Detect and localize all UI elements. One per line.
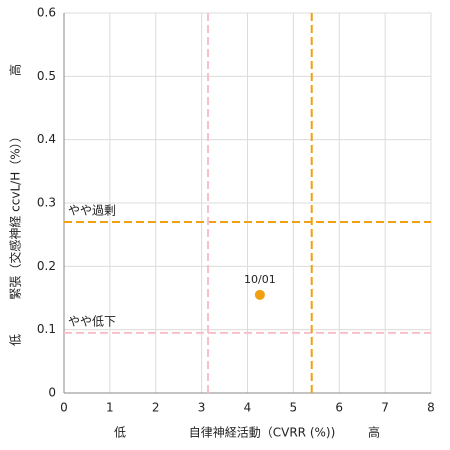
point bbox=[254, 289, 265, 300]
y-tick-label: 0.2 bbox=[37, 259, 56, 273]
point-label: 10/01 bbox=[244, 273, 276, 286]
reference-label: やや低下 bbox=[68, 314, 116, 328]
x-tick-label: 7 bbox=[381, 401, 389, 415]
y-axis-low-label: 低 bbox=[9, 334, 23, 346]
x-tick-label: 6 bbox=[335, 401, 343, 415]
x-axis-low-label: 低 bbox=[114, 426, 126, 440]
x-tick-label: 2 bbox=[152, 401, 160, 415]
y-tick-label: 0.4 bbox=[37, 132, 56, 146]
y-axis-high-label: 高 bbox=[8, 64, 23, 76]
x-axis-title: 自律神経活動（CVRR (%)) bbox=[189, 426, 336, 440]
x-tick-label: 1 bbox=[106, 401, 114, 415]
x-tick-label: 8 bbox=[427, 401, 435, 415]
y-tick-label: 0.1 bbox=[37, 322, 56, 336]
x-tick-label: 3 bbox=[198, 401, 206, 415]
x-axis-high-label: 高 bbox=[368, 425, 380, 440]
y-tick-label: 0.3 bbox=[37, 196, 56, 210]
reference-label: やや過剰 bbox=[68, 204, 116, 218]
y-tick-label: 0.6 bbox=[37, 6, 56, 20]
x-tick-label: 0 bbox=[60, 401, 68, 415]
x-tick-label: 4 bbox=[244, 401, 252, 415]
y-tick-label: 0 bbox=[48, 386, 56, 400]
y-axis-title: 緊張（交感神経 ccvL/H（%）） bbox=[8, 130, 23, 299]
x-tick-label: 5 bbox=[290, 401, 298, 415]
y-tick-label: 0.5 bbox=[37, 69, 56, 83]
